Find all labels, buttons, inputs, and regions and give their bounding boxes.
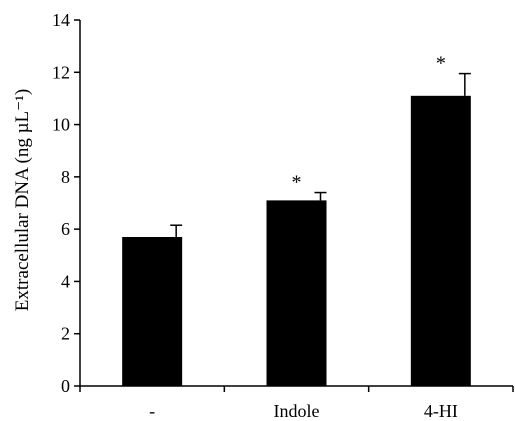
y-tick-label: 12: [52, 62, 70, 82]
bars: **: [122, 53, 471, 387]
y-tick-label: 2: [61, 324, 70, 344]
y-axis-label: Extracellular DNA (ng µL⁻¹): [12, 89, 33, 311]
y-tick-label: 6: [61, 219, 70, 239]
y-tick-label: 10: [52, 115, 70, 135]
x-tick-label: 4-HI: [424, 401, 458, 421]
y-tick-label: 0: [61, 376, 70, 396]
y-axis: 0 2 4 6 8 10 12 14: [52, 10, 81, 396]
y-tick-label: 8: [61, 167, 70, 187]
y-tick-label: 4: [61, 271, 70, 291]
x-tick-label: Indole: [274, 401, 320, 421]
significance-marker: *: [292, 172, 302, 194]
x-tick-label: -: [149, 401, 155, 421]
x-axis: - Indole 4-HI: [79, 385, 514, 421]
bar-3: [410, 95, 471, 387]
y-tick-label: 14: [52, 10, 70, 30]
bar-1: [122, 236, 183, 386]
significance-marker: *: [436, 53, 446, 75]
bar-2: [266, 200, 327, 386]
